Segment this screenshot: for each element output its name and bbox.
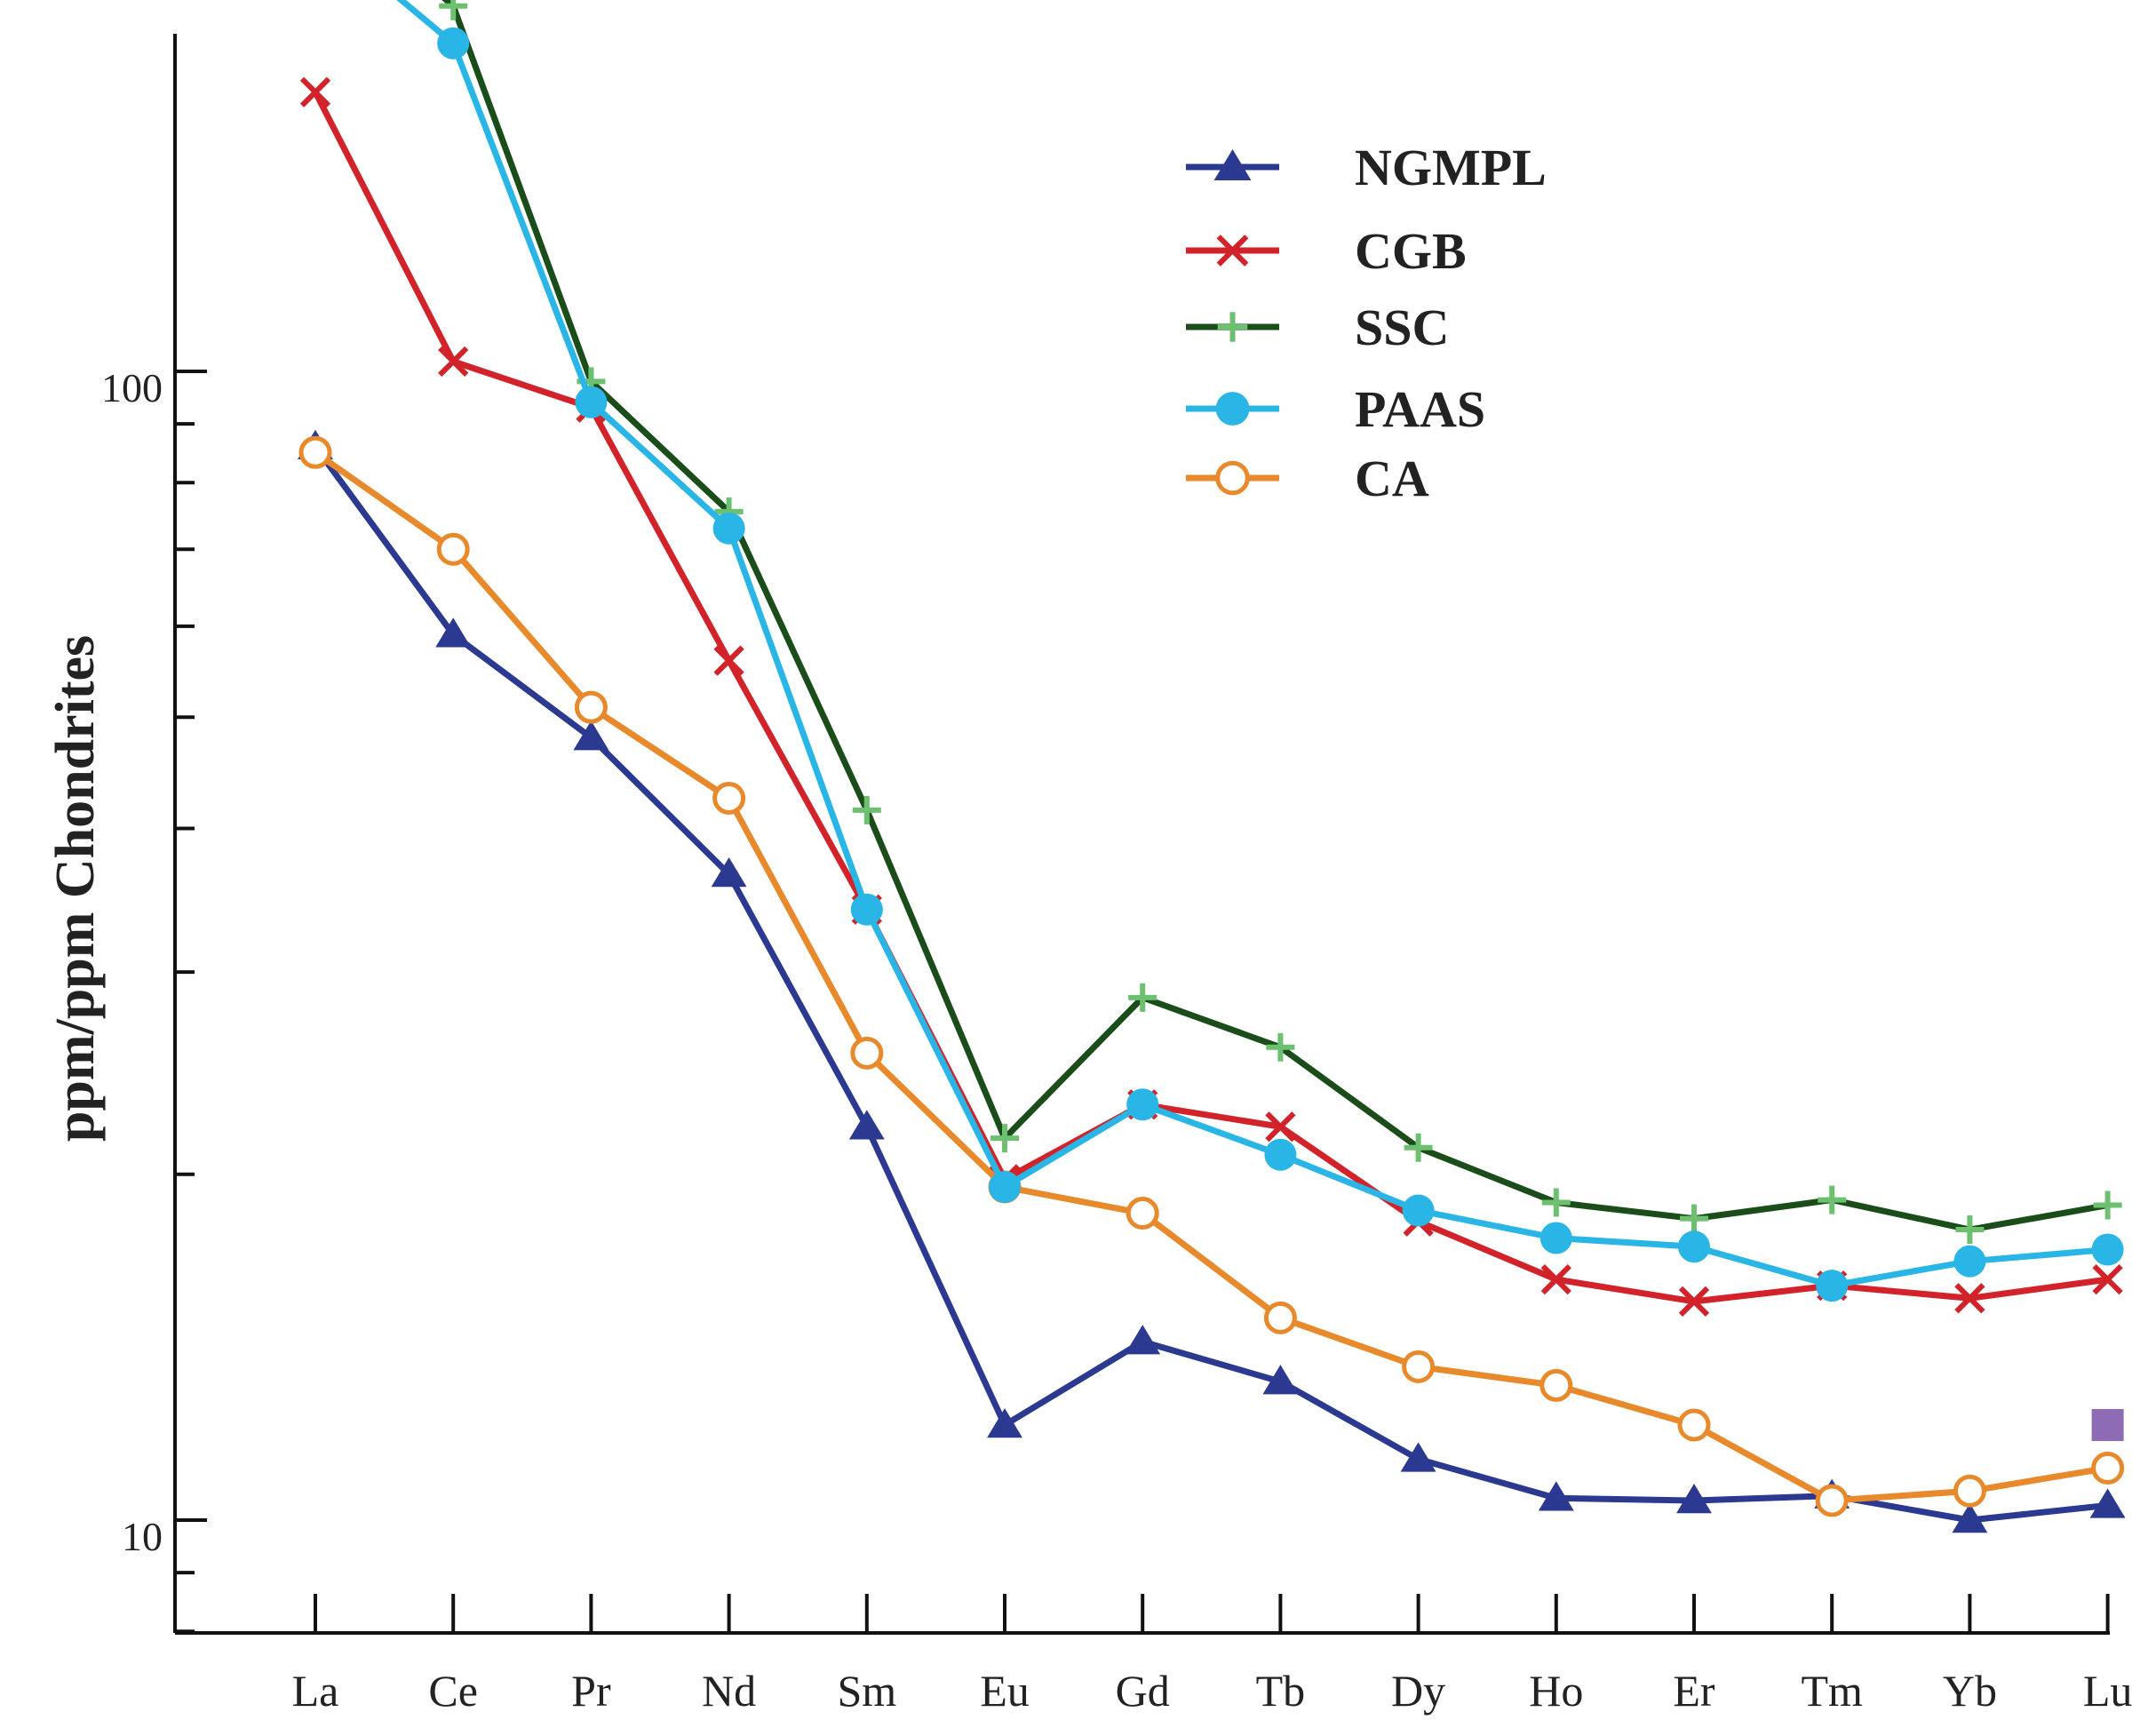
data-point-ngmpl <box>573 721 609 751</box>
data-point-ngmpl <box>1262 1365 1299 1395</box>
data-point-ca <box>298 435 332 469</box>
legend-marker-ca <box>1215 460 1250 496</box>
y-tick-label: 100 <box>101 365 163 410</box>
data-point-ssc <box>1955 1215 1985 1245</box>
series-line-cgb <box>312 91 2109 1305</box>
x-tick-label: Gd <box>1116 1666 1170 1716</box>
data-point-ca <box>712 781 746 815</box>
data-point-paas <box>1402 1194 1435 1227</box>
x-tick-label: La <box>292 1666 339 1716</box>
data-point-paas <box>437 27 470 60</box>
data-point-ngmpl <box>1676 1483 1712 1514</box>
data-point-paas <box>989 1170 1021 1203</box>
data-point-ngmpl <box>1125 1325 1161 1355</box>
x-tick-label: Nd <box>702 1666 756 1716</box>
legend-marker-cgb <box>1216 235 1249 267</box>
data-point-paas <box>1816 1270 1849 1302</box>
legend-label-paas: PAAS <box>1355 380 1485 438</box>
data-point-paas <box>1264 1138 1297 1171</box>
x-tick-label: Yb <box>1943 1666 1997 1716</box>
y-tick-label: 10 <box>122 1514 163 1559</box>
data-point-ca <box>850 1036 884 1070</box>
x-tick-label: Er <box>1673 1666 1715 1716</box>
legend-label-cgb: CGB <box>1355 222 1467 280</box>
data-point-paas <box>575 386 608 418</box>
data-point-ca <box>1677 1408 1711 1442</box>
data-point-ca <box>1263 1301 1297 1334</box>
data-point-cgb <box>1678 1286 1710 1318</box>
x-tick-label: Pr <box>571 1666 611 1716</box>
data-point-ssc <box>1680 1204 1708 1233</box>
data-point-ngmpl <box>1538 1481 1574 1511</box>
data-point-cgb <box>438 346 469 378</box>
data-point-cgb <box>299 76 331 108</box>
series-line-ngmpl <box>313 444 2108 1524</box>
x-tick-label: Sm <box>837 1666 896 1716</box>
legend-marker-paas <box>1215 392 1250 426</box>
data-point-ssc <box>990 1124 1019 1153</box>
data-point-ngmpl <box>1952 1503 1988 1533</box>
legend-marker-ngmpl <box>1213 149 1252 180</box>
x-tick-label: Tb <box>1256 1666 1306 1716</box>
data-point-paas <box>1126 1088 1159 1121</box>
data-point-ssc <box>2093 1190 2122 1220</box>
data-point-ngmpl <box>435 617 472 648</box>
data-point-ngmpl <box>848 1110 885 1140</box>
data-point-paas <box>1678 1230 1710 1263</box>
legend-marker-ssc <box>1217 312 1248 342</box>
data-point-ssc <box>1266 1032 1295 1062</box>
data-point-paas <box>712 512 745 545</box>
x-tick-label: Ho <box>1529 1666 1583 1716</box>
data-point-ngmpl <box>1400 1442 1436 1472</box>
data-point-cgb <box>1954 1283 1985 1314</box>
data-point-ca <box>1815 1484 1849 1517</box>
x-tick-label: Tm <box>1801 1666 1863 1716</box>
data-point-ssc <box>852 795 881 824</box>
data-point-ssc <box>1541 1188 1571 1217</box>
x-tick-label: Ce <box>428 1666 478 1716</box>
data-point-ngmpl <box>2089 1488 2126 1518</box>
series-line-ca <box>313 450 2109 1504</box>
data-point-ca <box>436 532 470 566</box>
legend-label-ssc: SSC <box>1355 299 1449 356</box>
x-tick-label: Lu <box>2083 1666 2133 1716</box>
legend-label-ngmpl: NGMPL <box>1355 139 1547 196</box>
data-point-ssc <box>439 0 468 20</box>
data-point-paas <box>2091 1233 2124 1266</box>
legend-label-ca: CA <box>1355 450 1429 507</box>
data-point-ssc <box>1818 1185 1847 1214</box>
data-point-ngmpl <box>711 856 747 888</box>
data-point-cgb <box>713 645 744 676</box>
series-line-ssc <box>442 0 2109 1233</box>
data-point-ssc <box>1128 983 1158 1012</box>
y-axis-title: ppm/ppm Chondrites <box>45 635 106 1142</box>
data-point-ssc <box>1404 1133 1433 1162</box>
data-point-ca <box>1953 1474 1986 1508</box>
data-point-ca <box>2091 1451 2125 1485</box>
data-point-ca <box>574 690 608 724</box>
data-point-cgb <box>2092 1263 2123 1295</box>
x-tick-label: Dy <box>1391 1666 1445 1716</box>
data-point-paas <box>1539 1222 1572 1254</box>
x-tick-label: Eu <box>980 1666 1030 1716</box>
data-point-ca <box>1126 1197 1159 1230</box>
data-point-cgb <box>1265 1111 1296 1143</box>
data-point-ca <box>1539 1368 1573 1402</box>
annotation-square-marker <box>2091 1408 2124 1441</box>
data-point-paas <box>1953 1245 1986 1278</box>
data-point-cgb <box>1540 1263 1571 1295</box>
data-point-paas <box>850 893 883 926</box>
data-point-ngmpl <box>987 1407 1022 1438</box>
series-line-paas <box>396 0 2108 1289</box>
data-point-ca <box>1402 1350 1436 1383</box>
